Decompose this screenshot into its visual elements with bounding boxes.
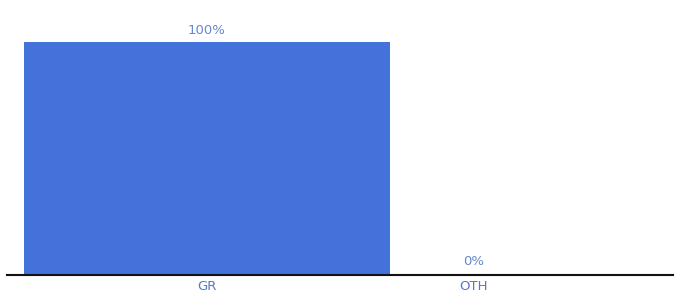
Text: 0%: 0% [462,255,483,268]
Text: 100%: 100% [188,24,226,37]
Bar [24,42,390,275]
